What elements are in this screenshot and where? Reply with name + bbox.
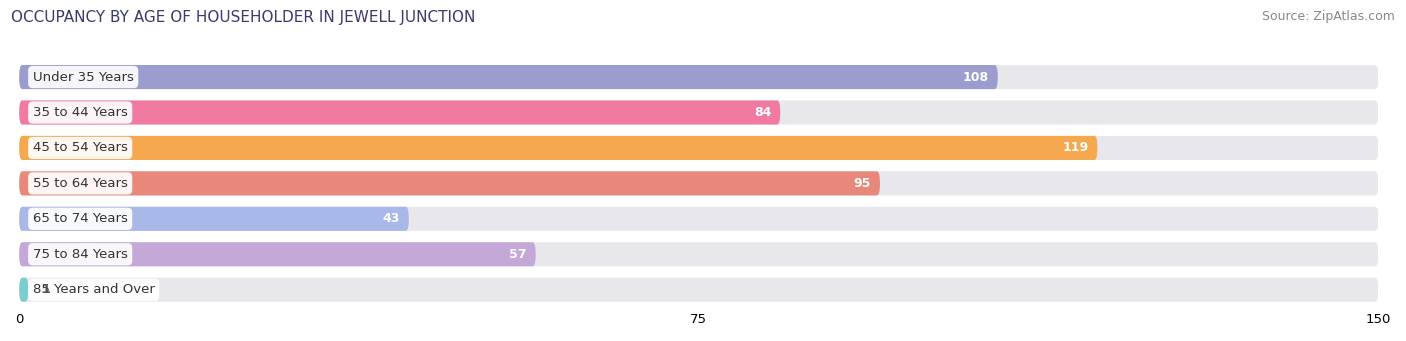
Text: Source: ZipAtlas.com: Source: ZipAtlas.com	[1261, 10, 1395, 23]
FancyBboxPatch shape	[20, 207, 409, 231]
Text: 35 to 44 Years: 35 to 44 Years	[32, 106, 128, 119]
Text: 84: 84	[754, 106, 772, 119]
FancyBboxPatch shape	[20, 242, 1378, 266]
FancyBboxPatch shape	[20, 278, 28, 302]
FancyBboxPatch shape	[20, 101, 780, 124]
Text: 43: 43	[382, 212, 399, 225]
Text: 65 to 74 Years: 65 to 74 Years	[32, 212, 128, 225]
FancyBboxPatch shape	[20, 136, 1378, 160]
FancyBboxPatch shape	[20, 207, 1378, 231]
Text: 55 to 64 Years: 55 to 64 Years	[32, 177, 128, 190]
Text: 1: 1	[42, 283, 51, 296]
Text: 57: 57	[509, 248, 527, 261]
FancyBboxPatch shape	[20, 171, 880, 195]
Text: 119: 119	[1063, 142, 1088, 154]
Text: OCCUPANCY BY AGE OF HOUSEHOLDER IN JEWELL JUNCTION: OCCUPANCY BY AGE OF HOUSEHOLDER IN JEWEL…	[11, 10, 475, 25]
FancyBboxPatch shape	[20, 278, 1378, 302]
Text: 85 Years and Over: 85 Years and Over	[32, 283, 155, 296]
Text: 75 to 84 Years: 75 to 84 Years	[32, 248, 128, 261]
FancyBboxPatch shape	[20, 101, 1378, 124]
FancyBboxPatch shape	[20, 171, 1378, 195]
FancyBboxPatch shape	[20, 65, 1378, 89]
FancyBboxPatch shape	[20, 65, 998, 89]
Text: 108: 108	[963, 71, 988, 84]
Text: Under 35 Years: Under 35 Years	[32, 71, 134, 84]
Text: 95: 95	[853, 177, 870, 190]
FancyBboxPatch shape	[20, 136, 1098, 160]
Text: 45 to 54 Years: 45 to 54 Years	[32, 142, 128, 154]
FancyBboxPatch shape	[20, 242, 536, 266]
